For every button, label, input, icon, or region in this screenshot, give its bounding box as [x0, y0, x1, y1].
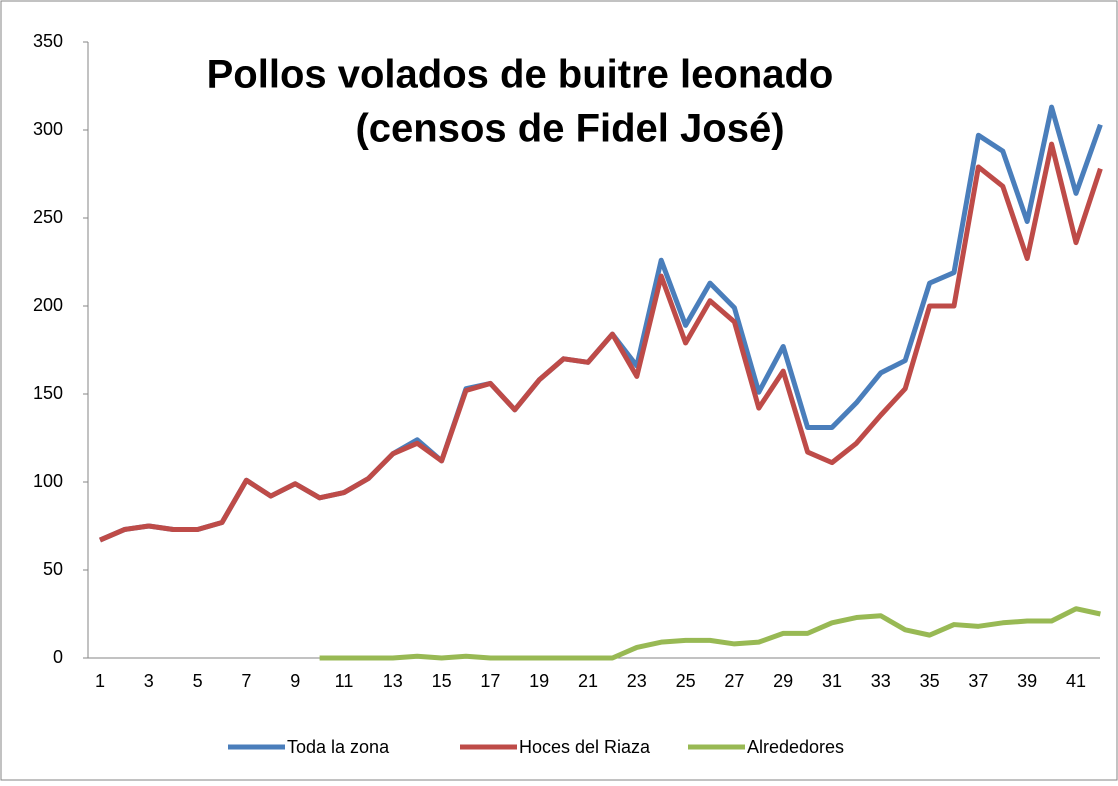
x-tick-label: 19	[529, 671, 549, 691]
x-tick-label: 29	[773, 671, 793, 691]
x-tick-label: 13	[383, 671, 403, 691]
legend-label: Toda la zona	[287, 737, 390, 757]
x-tick-label: 39	[1017, 671, 1037, 691]
legend-label: Alrededores	[747, 737, 844, 757]
y-tick-label: 200	[33, 295, 63, 315]
x-tick-label: 25	[676, 671, 696, 691]
y-tick-label: 300	[33, 119, 63, 139]
series-line	[319, 606, 1101, 661]
x-tick-label: 15	[432, 671, 452, 691]
x-tick-label: 1	[95, 671, 105, 691]
x-tick-label: 11	[335, 671, 354, 691]
x-tick-label: 27	[724, 671, 744, 691]
x-tick-label: 17	[480, 671, 500, 691]
x-tick-label: 23	[627, 671, 647, 691]
x-tick-label: 3	[144, 671, 154, 691]
x-tick-label: 9	[290, 671, 300, 691]
x-tick-label: 37	[968, 671, 988, 691]
chart-title: Pollos volados de buitre leonado	[207, 53, 834, 97]
x-tick-label: 31	[822, 671, 842, 691]
chart-title: (censos de Fidel José)	[355, 107, 784, 151]
y-tick-label: 100	[33, 471, 63, 491]
legend-label: Hoces del Riaza	[519, 737, 651, 757]
y-tick-label: 350	[33, 31, 63, 51]
x-tick-label: 7	[241, 671, 251, 691]
x-tick-label: 21	[578, 671, 598, 691]
x-tick-label: 41	[1066, 671, 1086, 691]
x-tick-label: 5	[193, 671, 203, 691]
y-tick-label: 50	[43, 559, 63, 579]
y-tick-label: 250	[33, 207, 63, 227]
x-tick-label: 35	[920, 671, 940, 691]
y-tick-label: 0	[53, 647, 63, 667]
x-tick-label: 33	[871, 671, 891, 691]
y-tick-label: 150	[33, 383, 63, 403]
series-line	[99, 141, 1103, 543]
